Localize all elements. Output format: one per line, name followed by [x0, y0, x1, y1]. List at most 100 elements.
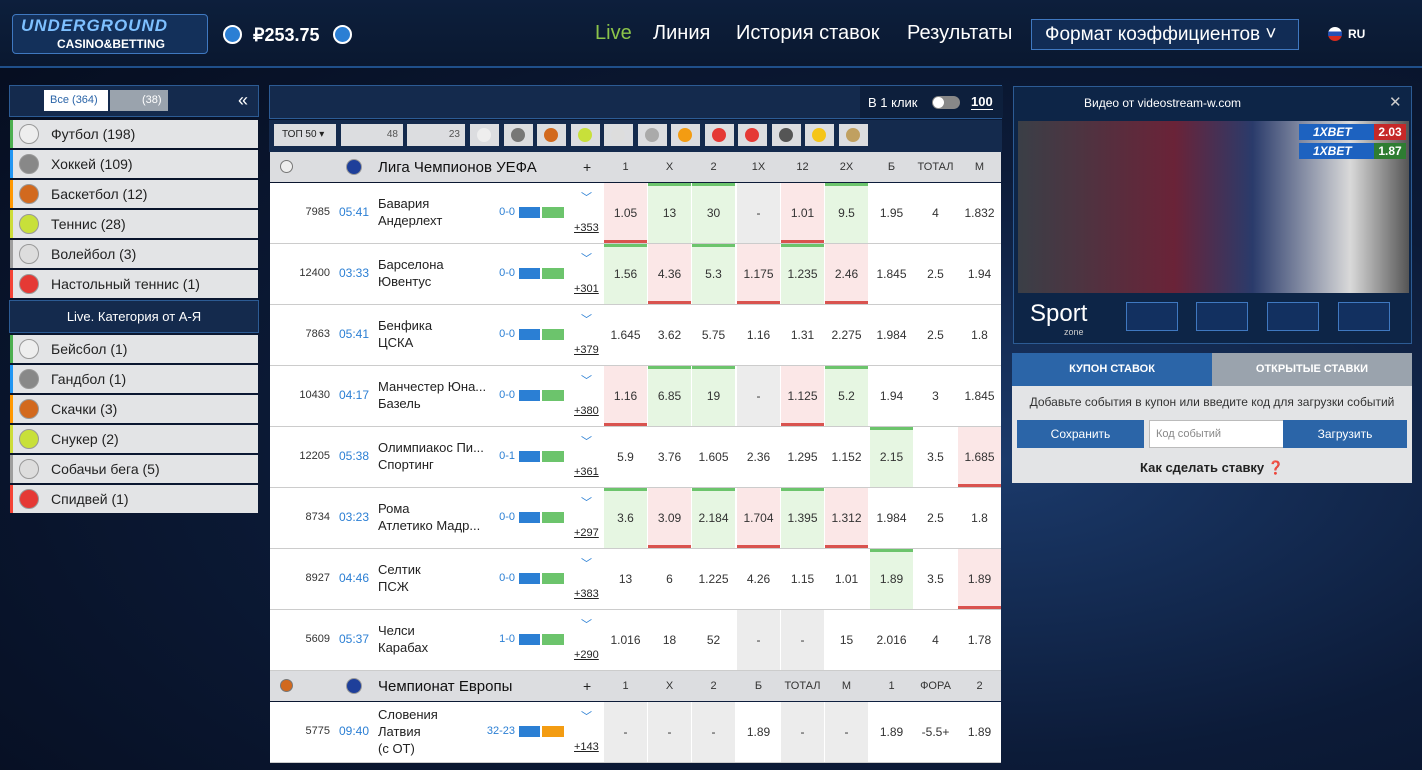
odd-cell[interactable]: 3.76: [648, 427, 691, 487]
expand[interactable]: ﹀: [581, 253, 592, 265]
odd-cell[interactable]: 1.16: [737, 305, 780, 365]
odd-cell[interactable]: 1.01: [825, 549, 868, 609]
odd-cell[interactable]: 2.5: [914, 244, 957, 304]
odd-cell[interactable]: 19: [692, 366, 735, 426]
odd-cell[interactable]: 3.5: [914, 427, 957, 487]
odd-cell[interactable]: 1.295: [781, 427, 824, 487]
howto[interactable]: Как сделать ставку ❓: [1140, 460, 1284, 475]
top-filter[interactable]: ТОП 50 ▾: [274, 124, 336, 146]
match-row[interactable]: 10430 04:17 Манчестер Юна... Базель 0-0 ﹀ +380…: [270, 366, 1001, 427]
odd-cell[interactable]: 4: [914, 610, 957, 670]
sport-filter[interactable]: [771, 124, 801, 146]
save-button[interactable]: Сохранить: [1017, 420, 1144, 448]
odd-cell[interactable]: 5.2: [825, 366, 868, 426]
expand[interactable]: ﹀: [581, 192, 592, 204]
match-row[interactable]: 12400 03:33 Барселона Ювентус 0-0 ﹀ +301 1.56 4.…: [270, 244, 1001, 305]
more-markets[interactable]: +290: [574, 649, 599, 661]
toggle[interactable]: [932, 96, 960, 109]
expand[interactable]: ﹀: [581, 619, 592, 631]
odd-cell[interactable]: 1.395: [781, 488, 824, 548]
sport-item[interactable]: Волейбол (3): [10, 240, 258, 268]
power-icon[interactable]: [223, 25, 242, 44]
sport-filter[interactable]: [671, 124, 700, 146]
sport-item[interactable]: Скачки (3): [10, 395, 258, 423]
odd-cell[interactable]: 1.05: [604, 183, 647, 243]
odd-cell[interactable]: 1.685: [958, 427, 1001, 487]
match-row[interactable]: 7985 05:41 Бавария Андерлехт 0-0 ﹀ +353 1.05 13 3…: [270, 183, 1001, 244]
odd-cell[interactable]: 2.016: [870, 610, 913, 670]
lang[interactable]: RU: [1348, 27, 1366, 41]
odd-cell[interactable]: 1.01: [781, 183, 824, 243]
odd-cell[interactable]: 1.78: [958, 610, 1001, 670]
league-plus[interactable]: +: [583, 678, 592, 694]
odd-cell[interactable]: 1.8: [958, 488, 1001, 548]
odd-cell[interactable]: 1.225: [692, 549, 735, 609]
match-row[interactable]: 12205 05:38 Олимпиакос Пи... Спортинг 0-1 ﹀ +3…: [270, 427, 1001, 488]
odd-cell[interactable]: 1.845: [870, 244, 913, 304]
stake[interactable]: 100: [971, 94, 993, 110]
odd-cell[interactable]: 2.5: [914, 305, 957, 365]
match-row[interactable]: 8927 04:46 Селтик ПСЖ 0-0 ﹀ +383 13 6 1.225 4.26 1.…: [270, 549, 1001, 610]
refresh-icon[interactable]: [333, 25, 352, 44]
odd-cell[interactable]: 4: [914, 183, 957, 243]
odd-cell[interactable]: 4.36: [648, 244, 691, 304]
more-markets[interactable]: +301: [574, 283, 599, 295]
video-frame[interactable]: 1XBET 2.03 1XBET 1.87: [1018, 121, 1409, 293]
odd-cell[interactable]: 1.15: [781, 549, 824, 609]
odd-cell[interactable]: 2.15: [870, 427, 913, 487]
filter-field[interactable]: 48: [341, 124, 403, 146]
more-markets[interactable]: +353: [574, 222, 599, 234]
nav-live[interactable]: Live: [595, 22, 632, 44]
odd-cell[interactable]: 13: [604, 549, 647, 609]
sport-item[interactable]: Гандбол (1): [10, 365, 258, 393]
odd-cell[interactable]: 1.89: [958, 702, 1001, 762]
more-markets[interactable]: +380: [574, 405, 599, 417]
load-button[interactable]: Загрузить: [1283, 420, 1407, 448]
sport-item[interactable]: Собачьи бега (5): [10, 455, 258, 483]
sport-item[interactable]: Настольный теннис (1): [10, 270, 258, 298]
league-plus[interactable]: +: [583, 159, 592, 175]
sport-item[interactable]: Спидвей (1): [10, 485, 258, 513]
odd-cell[interactable]: 2.46: [825, 244, 868, 304]
app-chrome[interactable]: [1338, 302, 1390, 331]
odd-cell[interactable]: 1.89: [737, 702, 780, 762]
sport-filter[interactable]: [838, 124, 868, 146]
open-bets-tab[interactable]: ОТКРЫТЫЕ СТАВКИ: [1212, 353, 1412, 386]
sport-item[interactable]: Футбол (198): [10, 120, 258, 148]
code-input[interactable]: Код событий: [1149, 420, 1290, 448]
tab-video[interactable]: (38): [110, 90, 168, 111]
odd-cell[interactable]: 3: [914, 366, 957, 426]
odd-cell[interactable]: 1.89: [870, 702, 913, 762]
odd-cell[interactable]: 1.832: [958, 183, 1001, 243]
more-markets[interactable]: +379: [574, 344, 599, 356]
sport-item[interactable]: Бейсбол (1): [10, 335, 258, 363]
sport-filter[interactable]: [470, 124, 499, 146]
odd-cell[interactable]: 1.16: [604, 366, 647, 426]
odd-cell[interactable]: 1.016: [604, 610, 647, 670]
coupon-tab[interactable]: КУПОН СТАВОК: [1012, 353, 1212, 386]
match-row[interactable]: 8734 03:23 Рома Атлетико Мадр... 0-0 ﹀ +297 3.6…: [270, 488, 1001, 549]
odd-cell[interactable]: 2.275: [825, 305, 868, 365]
odd-cell[interactable]: 5.75: [692, 305, 735, 365]
more-markets[interactable]: +297: [574, 527, 599, 539]
odd-cell[interactable]: 1.235: [781, 244, 824, 304]
close[interactable]: ✕: [1389, 94, 1402, 111]
odd-cell[interactable]: 6: [648, 549, 691, 609]
more-markets[interactable]: +143: [574, 741, 599, 753]
sport-item[interactable]: Теннис (28): [10, 210, 258, 238]
odd-cell[interactable]: 3.5: [914, 549, 957, 609]
odd-cell[interactable]: 1.89: [870, 549, 913, 609]
odd-cell[interactable]: 1.152: [825, 427, 868, 487]
more-markets[interactable]: +383: [574, 588, 599, 600]
odd-cell[interactable]: 1.312: [825, 488, 868, 548]
nav-results[interactable]: Результаты: [907, 22, 1013, 44]
odd-cell[interactable]: 1.175: [737, 244, 780, 304]
odds-format[interactable]: Формат коэффициентов ˅: [1031, 19, 1299, 50]
sport-filter[interactable]: [537, 124, 566, 146]
odd-cell[interactable]: 1.94: [870, 366, 913, 426]
odd-cell[interactable]: 1.8: [958, 305, 1001, 365]
more-markets[interactable]: +361: [574, 466, 599, 478]
match-row[interactable]: 5609 05:37 Челси Карабах 1-0 ﹀ +290 1.016 18 52- -…: [270, 610, 1001, 671]
sport-filter[interactable]: [503, 124, 533, 146]
app-android[interactable]: [1126, 302, 1178, 331]
